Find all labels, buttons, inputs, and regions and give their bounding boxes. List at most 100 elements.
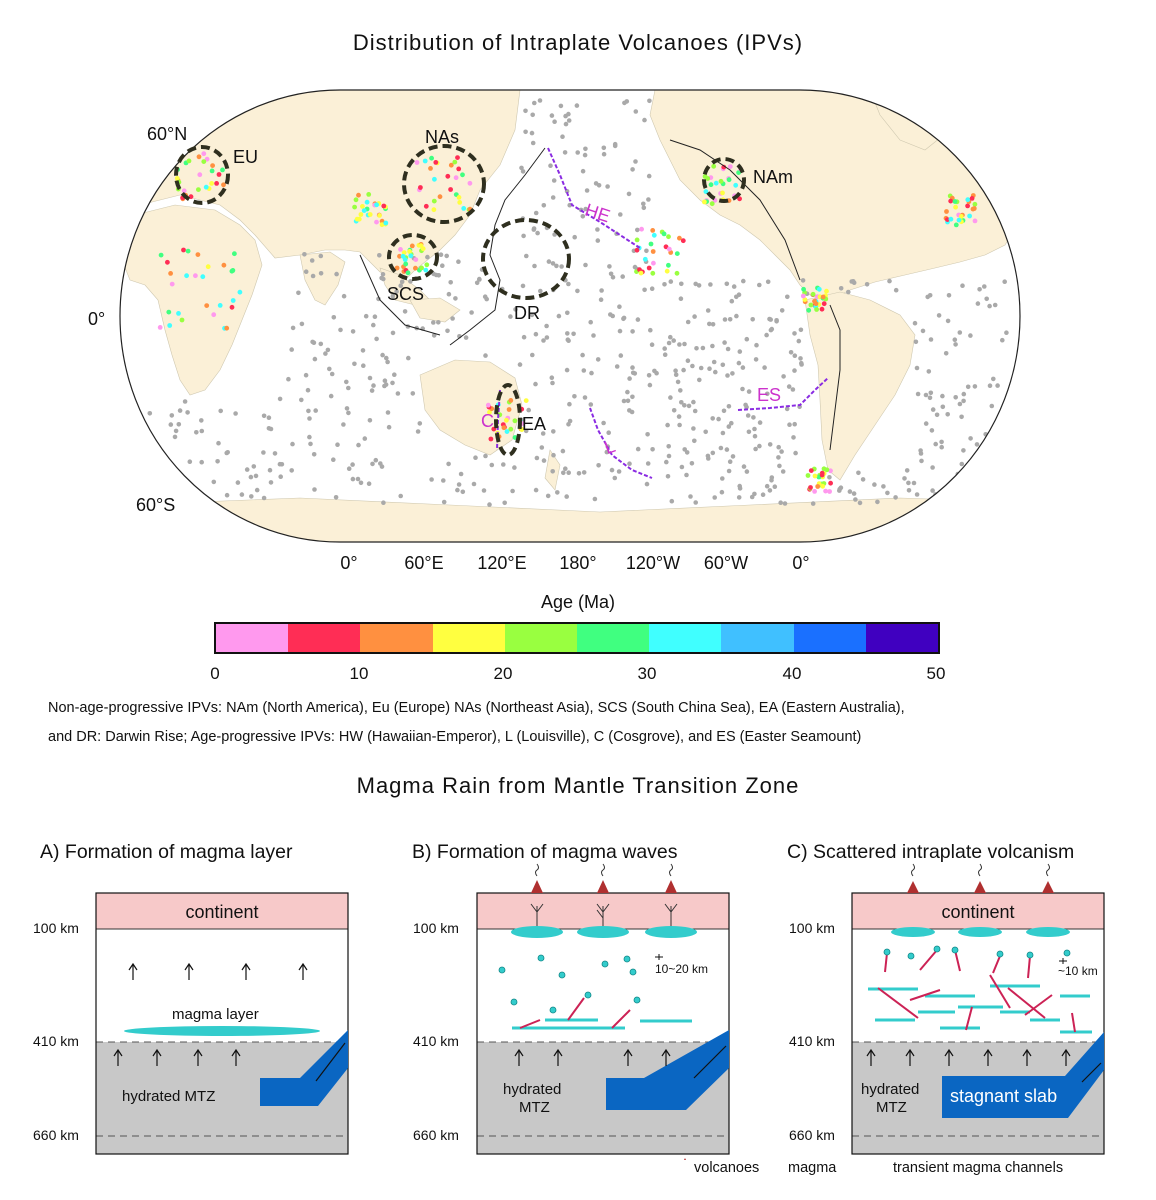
ipv-dot: [418, 243, 424, 249]
ipv-dot: [400, 253, 406, 259]
seamount-dot: [456, 259, 461, 265]
seamount-dot: [172, 434, 178, 440]
ipv-dot: [221, 182, 226, 188]
seamount-dot: [358, 480, 364, 486]
seamount-dot: [199, 428, 205, 434]
seamount-dot: [666, 340, 672, 346]
seamount-dot: [790, 387, 796, 392]
ipv-dot: [186, 158, 192, 164]
seamount-dot: [533, 331, 539, 337]
seamount-dot: [740, 386, 745, 392]
seamount-dot: [512, 465, 517, 470]
seamount-dot: [286, 376, 291, 382]
ipv-dot: [650, 270, 656, 276]
ipv-dot: [168, 271, 174, 276]
seamount-dot: [431, 333, 437, 338]
seamount-dot: [346, 466, 352, 472]
seamount-dot: [334, 271, 339, 277]
seamount-dot: [541, 338, 546, 343]
seamount-dot: [992, 302, 998, 308]
ipv-dot: [193, 273, 198, 279]
seamount-dot: [548, 163, 553, 168]
caption-line-1: Non-age-progressive IPVs: NAm (North Ame…: [48, 700, 905, 716]
seamount-dot: [469, 310, 474, 315]
seamount-dot: [641, 205, 647, 211]
seamount-dot: [621, 315, 627, 321]
ipv-dot: [361, 208, 367, 214]
seamount-dot: [665, 422, 670, 428]
seamount-dot: [725, 346, 731, 352]
colorbar-segment: [288, 624, 361, 652]
seamount-dot: [361, 363, 366, 369]
ipv-dot: [821, 301, 827, 307]
seamount-dot: [726, 468, 732, 474]
continent-layer: [852, 893, 1104, 929]
seamount-dot: [170, 471, 176, 477]
magma-pools: [891, 927, 1070, 937]
seamount-dot: [799, 360, 804, 366]
seamount-dot: [642, 287, 647, 293]
seamount-dot: [558, 103, 564, 109]
seamount-dot: [335, 442, 340, 448]
colorbar-tick: 10: [349, 664, 369, 683]
seamount-dot: [323, 351, 328, 356]
seamount-dot: [390, 330, 396, 336]
seamount-dot: [366, 481, 372, 487]
ipv-dot: [179, 317, 185, 323]
seamount-dot: [520, 169, 526, 174]
seamount-dot: [162, 484, 168, 490]
ea-circle: [494, 383, 522, 457]
seamount-dot: [608, 271, 614, 277]
seamount-dot: [446, 461, 451, 467]
ipv-dot: [965, 203, 970, 209]
seamount-dot: [940, 404, 946, 410]
ipv-dot: [461, 206, 467, 211]
ipv-dot: [374, 202, 379, 208]
seamount-dot: [997, 494, 1002, 499]
seamount-dot: [394, 289, 399, 294]
seamount-dot: [685, 319, 691, 325]
seamount-dot: [386, 424, 392, 430]
region-label-ea: EA: [522, 414, 547, 434]
seamount-dot: [370, 461, 375, 467]
seamount-dot: [697, 377, 702, 383]
seamount-dot: [385, 410, 391, 415]
dr-circle: [481, 218, 571, 300]
seamount-dot: [277, 396, 283, 402]
seamount-dot: [703, 429, 708, 435]
seamount-dot: [581, 368, 587, 373]
seamount-dot: [425, 254, 430, 260]
ipv-dot: [448, 162, 454, 168]
seamount-dot: [562, 150, 568, 155]
lat-label-0: 0°: [88, 309, 106, 329]
seamount-dot: [752, 426, 757, 432]
seamount-dot: [746, 389, 752, 394]
seamount-dot: [669, 498, 675, 504]
ipv-dot: [220, 167, 225, 173]
lat-label-60n: 60°N: [147, 124, 188, 144]
ipv-dot: [377, 213, 382, 218]
seamount-dot: [607, 264, 612, 269]
seamount-dot: [455, 487, 460, 493]
africa: [121, 204, 263, 396]
seamount-dot: [719, 489, 725, 495]
seamount-dot: [523, 108, 528, 114]
seamount-dot: [560, 134, 565, 139]
seamount-dot: [377, 253, 382, 258]
seamount-dot: [311, 452, 317, 457]
seamount-dot: [523, 428, 529, 434]
seamount-dot: [648, 327, 653, 333]
seamount-dot: [535, 230, 540, 236]
seamount-dot: [299, 397, 304, 403]
seamount-dot: [379, 464, 385, 469]
seamount-dot: [682, 403, 687, 408]
seamount-dot: [729, 298, 735, 304]
seamount-dot: [646, 197, 651, 202]
seamount-dot: [988, 460, 994, 466]
seamount-dot: [529, 130, 535, 136]
seamount-dot: [906, 488, 912, 493]
seamount-dot: [539, 445, 545, 450]
seamount-dot: [261, 495, 267, 501]
ipv-dot: [414, 160, 420, 165]
ipv-dot: [711, 163, 717, 169]
